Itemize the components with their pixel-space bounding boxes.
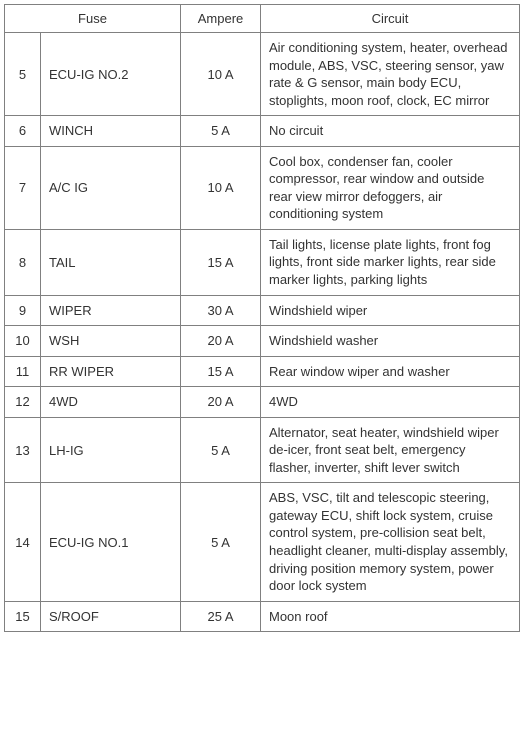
fuse-name: WSH [41, 326, 181, 357]
table-row: 10WSH20 AWindshield washer [5, 326, 520, 357]
row-number: 13 [5, 417, 41, 483]
row-number: 15 [5, 601, 41, 632]
header-row: Fuse Ampere Circuit [5, 5, 520, 33]
circuit-description: ABS, VSC, tilt and telescopic steering, … [261, 483, 520, 601]
fuse-name: ECU-IG NO.1 [41, 483, 181, 601]
row-number: 6 [5, 116, 41, 147]
ampere-value: 5 A [181, 483, 261, 601]
circuit-description: No circuit [261, 116, 520, 147]
circuit-description: Tail lights, license plate lights, front… [261, 229, 520, 295]
ampere-value: 15 A [181, 229, 261, 295]
circuit-description: Windshield wiper [261, 295, 520, 326]
row-number: 9 [5, 295, 41, 326]
row-number: 8 [5, 229, 41, 295]
row-number: 14 [5, 483, 41, 601]
header-fuse: Fuse [5, 5, 181, 33]
table-row: 14ECU-IG NO.15 AABS, VSC, tilt and teles… [5, 483, 520, 601]
table-row: 11RR WIPER15 ARear window wiper and wash… [5, 356, 520, 387]
row-number: 5 [5, 33, 41, 116]
table-row: 13LH-IG5 AAlternator, seat heater, winds… [5, 417, 520, 483]
ampere-value: 20 A [181, 326, 261, 357]
ampere-value: 25 A [181, 601, 261, 632]
circuit-description: Cool box, condenser fan, cooler compress… [261, 146, 520, 229]
fuse-name: S/ROOF [41, 601, 181, 632]
fuse-name: TAIL [41, 229, 181, 295]
table-row: 9WIPER30 AWindshield wiper [5, 295, 520, 326]
circuit-description: Alternator, seat heater, windshield wipe… [261, 417, 520, 483]
fuse-name: WIPER [41, 295, 181, 326]
row-number: 10 [5, 326, 41, 357]
ampere-value: 10 A [181, 33, 261, 116]
fuse-name: ECU-IG NO.2 [41, 33, 181, 116]
fuse-name: 4WD [41, 387, 181, 418]
row-number: 12 [5, 387, 41, 418]
fuse-name: WINCH [41, 116, 181, 147]
ampere-value: 5 A [181, 417, 261, 483]
fuse-name: A/C IG [41, 146, 181, 229]
table-row: 5ECU-IG NO.210 AAir conditioning system,… [5, 33, 520, 116]
table-row: 8TAIL15 ATail lights, license plate ligh… [5, 229, 520, 295]
fuse-name: RR WIPER [41, 356, 181, 387]
ampere-value: 5 A [181, 116, 261, 147]
table-row: 15S/ROOF25 AMoon roof [5, 601, 520, 632]
ampere-value: 15 A [181, 356, 261, 387]
ampere-value: 20 A [181, 387, 261, 418]
ampere-value: 30 A [181, 295, 261, 326]
row-number: 11 [5, 356, 41, 387]
fuse-table: Fuse Ampere Circuit 5ECU-IG NO.210 AAir … [4, 4, 520, 632]
row-number: 7 [5, 146, 41, 229]
circuit-description: Moon roof [261, 601, 520, 632]
header-circuit: Circuit [261, 5, 520, 33]
circuit-description: Air conditioning system, heater, overhea… [261, 33, 520, 116]
circuit-description: Windshield washer [261, 326, 520, 357]
circuit-description: Rear window wiper and washer [261, 356, 520, 387]
table-row: 7A/C IG10 ACool box, condenser fan, cool… [5, 146, 520, 229]
ampere-value: 10 A [181, 146, 261, 229]
header-ampere: Ampere [181, 5, 261, 33]
table-row: 124WD20 A4WD [5, 387, 520, 418]
circuit-description: 4WD [261, 387, 520, 418]
table-row: 6WINCH5 ANo circuit [5, 116, 520, 147]
fuse-name: LH-IG [41, 417, 181, 483]
